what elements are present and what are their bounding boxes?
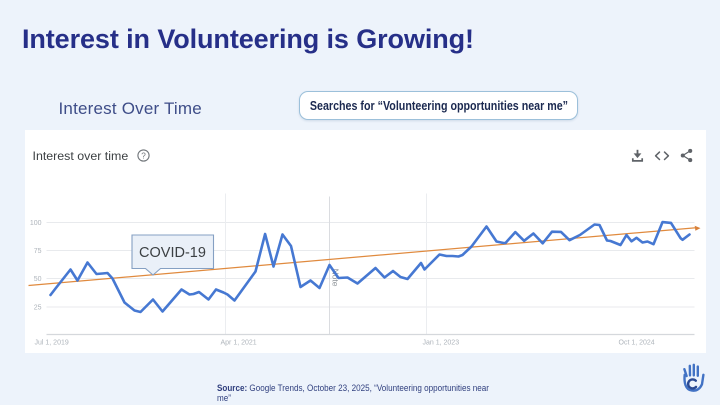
svg-text:Interest over time: Interest over time bbox=[32, 149, 128, 163]
svg-text:Note: Note bbox=[330, 268, 340, 286]
svg-text:Jul 1, 2019: Jul 1, 2019 bbox=[34, 339, 68, 346]
svg-text:50: 50 bbox=[33, 276, 41, 283]
svg-text:Apr 1, 2021: Apr 1, 2021 bbox=[220, 339, 256, 346]
svg-text:Jan 1, 2023: Jan 1, 2023 bbox=[422, 339, 459, 346]
svg-text:Oct 1, 2024: Oct 1, 2024 bbox=[618, 339, 654, 346]
svg-text:25: 25 bbox=[33, 304, 41, 311]
svg-text:COVID-19: COVID-19 bbox=[139, 245, 206, 261]
svg-text:?: ? bbox=[141, 151, 146, 160]
svg-text:75: 75 bbox=[33, 248, 41, 255]
svg-text:100: 100 bbox=[29, 220, 41, 227]
